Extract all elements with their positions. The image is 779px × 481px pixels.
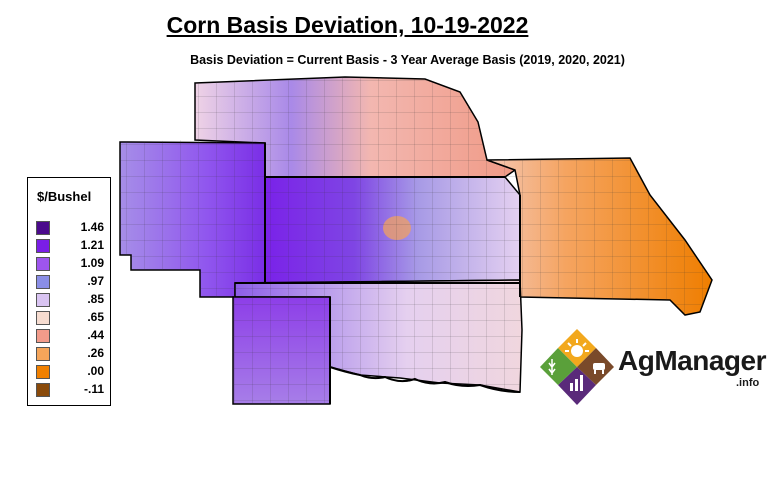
legend-label: .00: [87, 364, 104, 378]
legend-item: .97: [36, 273, 108, 291]
logo-name: AgManager: [618, 345, 766, 376]
legend-swatch: [36, 239, 50, 253]
legend-swatch: [36, 383, 50, 397]
agmanager-diamond-icon: [540, 329, 614, 405]
legend-item: .44: [36, 327, 108, 345]
legend-label: 1.09: [80, 256, 104, 270]
legend-label: 1.21: [80, 238, 104, 252]
legend-swatch: [36, 365, 50, 379]
legend-item: -.11: [36, 381, 108, 399]
legend-item: 1.46: [36, 219, 108, 237]
legend-item: .26: [36, 345, 108, 363]
legend-item: 1.21: [36, 237, 108, 255]
legend-swatch: [36, 311, 50, 325]
legend-swatch: [36, 329, 50, 343]
legend-swatch: [36, 275, 50, 289]
legend-item: 1.09: [36, 255, 108, 273]
map-title: Corn Basis Deviation, 10-19-2022: [166, 12, 529, 38]
legend-label: .85: [87, 292, 104, 306]
legend-item: .65: [36, 309, 108, 327]
legend-swatch: [36, 293, 50, 307]
legend-label: .26: [87, 346, 104, 360]
legend-label: .97: [87, 274, 104, 288]
legend: $/Bushel 1.46 1.21 1.09 .97 .85 .65 .44 …: [27, 177, 111, 406]
agmanager-logo: AgManager .info: [538, 327, 766, 407]
map-subtitle: Basis Deviation = Current Basis - 3 Year…: [190, 53, 625, 67]
legend-swatch: [36, 257, 50, 271]
legend-swatch: [36, 221, 50, 235]
logo-domain: .info: [736, 377, 760, 389]
legend-label: .44: [87, 328, 104, 342]
legend-label: -.11: [83, 382, 104, 396]
legend-title: $/Bushel: [37, 189, 92, 204]
legend-label: 1.46: [80, 220, 104, 234]
legend-item: .85: [36, 291, 108, 309]
legend-item: .00: [36, 363, 108, 381]
legend-label: .65: [87, 310, 104, 324]
legend-swatch: [36, 347, 50, 361]
